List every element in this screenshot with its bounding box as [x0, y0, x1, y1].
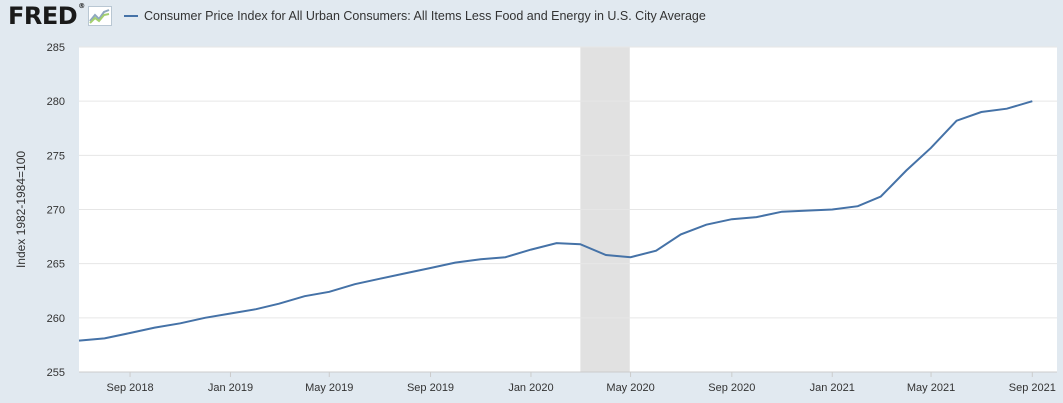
data-point	[154, 327, 156, 329]
data-point	[555, 242, 557, 244]
data-point	[129, 332, 131, 334]
data-point	[831, 209, 833, 211]
y-tick-label: 275	[47, 150, 65, 162]
data-point	[179, 322, 181, 324]
data-point	[204, 317, 206, 319]
fred-logo-text: FRED	[8, 2, 78, 30]
legend-swatch	[124, 15, 138, 17]
data-point	[655, 250, 657, 252]
data-point	[304, 295, 306, 297]
data-point	[880, 196, 882, 198]
line-graph-icon	[88, 6, 112, 26]
y-tick-label: 260	[47, 313, 65, 325]
data-point	[781, 211, 783, 213]
data-point	[579, 243, 581, 245]
data-point	[956, 120, 958, 122]
data-point	[1006, 108, 1008, 110]
data-point	[705, 224, 707, 226]
chart-header: FRED® Consumer Price Index for All Urban…	[0, 0, 1063, 34]
data-point	[731, 218, 733, 220]
data-point	[255, 308, 257, 310]
series-line[interactable]	[78, 100, 1033, 342]
data-point	[680, 233, 682, 235]
x-tick-label: May 2019	[305, 382, 353, 394]
x-tick-label: May 2021	[907, 382, 955, 394]
x-tick-label: Sep 2020	[708, 382, 755, 394]
data-point	[756, 216, 758, 218]
x-tick-label: Jan 2019	[208, 382, 253, 394]
y-axis: 255 260 265 270 275 280 285	[47, 42, 65, 379]
data-point	[630, 256, 632, 258]
data-point	[104, 337, 106, 339]
y-tick-label: 270	[47, 205, 65, 217]
legend-series-label: Consumer Price Index for All Urban Consu…	[144, 9, 706, 23]
y-tick-label: 280	[47, 96, 65, 108]
data-point	[1031, 100, 1033, 102]
x-tick-label: Sep 2019	[407, 382, 454, 394]
data-point	[930, 147, 932, 149]
data-point	[980, 111, 982, 113]
x-axis: Sep 2018 Jan 2019 May 2019 Sep 2019 Jan 2020…	[79, 371, 1057, 394]
registered-mark: ®	[78, 2, 85, 10]
data-point	[806, 210, 808, 212]
data-point	[530, 249, 532, 251]
x-tick-label: Sep 2018	[106, 382, 153, 394]
data-point	[905, 170, 907, 172]
data-point	[278, 303, 280, 305]
x-tick-label: May 2020	[606, 382, 654, 394]
y-tick-label: 285	[47, 42, 65, 54]
data-point	[354, 283, 356, 285]
y-tick-label: 265	[47, 259, 65, 271]
y-tick-label: 255	[47, 367, 65, 379]
fred-logo[interactable]: FRED®	[8, 2, 85, 30]
data-point	[430, 267, 432, 269]
data-point	[454, 262, 456, 264]
data-point	[404, 272, 406, 274]
data-point	[504, 256, 506, 258]
data-point	[857, 205, 859, 207]
y-axis-label: Index 1982-1984=100	[14, 151, 28, 268]
data-point	[78, 340, 80, 342]
data-point	[229, 313, 231, 315]
data-point	[328, 291, 330, 293]
x-tick-label: Sep 2021	[1009, 382, 1056, 394]
x-tick-label: Jan 2020	[508, 382, 553, 394]
data-point	[605, 254, 607, 256]
x-tick-label: Jan 2021	[810, 382, 855, 394]
data-point	[480, 258, 482, 260]
data-point	[378, 278, 380, 280]
chart-legend[interactable]: Consumer Price Index for All Urban Consu…	[124, 9, 706, 23]
